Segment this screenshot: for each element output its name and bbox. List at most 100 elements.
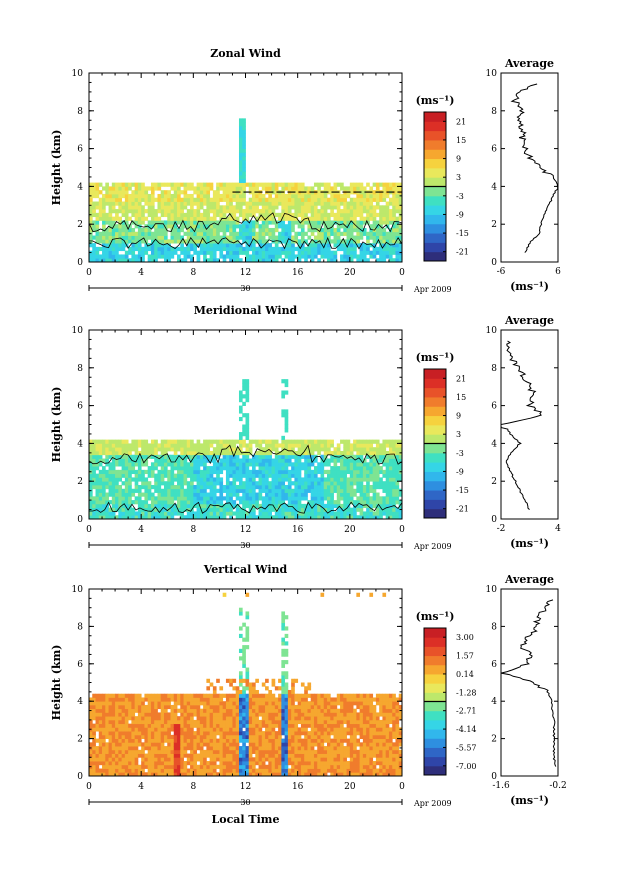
heatmap-cell xyxy=(385,462,390,467)
heatmap-cell xyxy=(392,227,396,233)
heatmap-cell xyxy=(209,243,214,248)
heatmap-cell xyxy=(89,697,93,702)
heatmap-cell xyxy=(356,443,361,448)
heatmap-cell xyxy=(134,473,139,478)
heatmap-cell xyxy=(216,757,220,762)
profile-title: Average xyxy=(504,314,554,327)
heatmap-cell xyxy=(137,749,142,754)
heatmap-cell xyxy=(111,500,116,505)
heatmap-cell xyxy=(385,469,390,475)
heatmap-cell xyxy=(98,458,103,463)
heatmap-cell xyxy=(160,515,165,520)
heatmap-cell xyxy=(134,500,139,505)
heatmap-cell xyxy=(141,764,145,769)
heatmap-cell xyxy=(177,212,181,218)
heatmap-cell xyxy=(333,186,338,191)
heatmap-cell xyxy=(222,484,227,490)
heatmap-cell xyxy=(229,466,233,471)
heatmap-cell xyxy=(196,250,201,255)
heatmap-cell xyxy=(278,450,282,456)
heatmap-cell xyxy=(395,190,400,195)
heatmap-cell xyxy=(336,473,341,478)
heatmap-cell xyxy=(163,503,168,509)
heatmap-cell xyxy=(265,466,269,471)
heatmap-cell xyxy=(108,511,113,516)
heatmap-cell xyxy=(382,447,387,452)
heatmap-cell xyxy=(353,243,357,248)
heatmap-cell xyxy=(369,484,374,490)
heatmap-cell xyxy=(229,235,233,240)
heatmap-cell xyxy=(388,488,393,493)
heatmap-cell xyxy=(392,507,396,512)
heatmap-cell xyxy=(242,141,246,146)
heatmap-cell xyxy=(219,466,224,471)
heatmap-cell xyxy=(216,481,220,486)
heatmap-cell xyxy=(121,503,126,509)
heatmap-cell xyxy=(206,231,211,236)
heatmap-cell xyxy=(183,731,188,736)
heatmap-cell xyxy=(216,697,220,702)
heatmap-cell xyxy=(115,201,119,206)
heatmap-cell xyxy=(89,511,93,516)
heatmap-cell xyxy=(356,209,361,214)
heatmap-cell xyxy=(108,258,113,263)
heatmap-cell xyxy=(180,197,184,202)
heatmap-cell xyxy=(186,481,191,486)
heatmap-cell xyxy=(150,749,155,754)
heatmap-cell xyxy=(323,227,328,233)
heatmap-cell xyxy=(333,216,338,221)
heatmap-cell xyxy=(124,443,129,448)
heatmap-cell xyxy=(108,224,113,229)
heatmap-cell xyxy=(323,209,328,214)
heatmap-cell xyxy=(163,447,168,452)
heatmap-cell xyxy=(105,742,109,747)
heatmap-cell xyxy=(98,731,103,736)
heatmap-cell xyxy=(144,450,149,456)
heatmap-cell xyxy=(196,447,201,452)
heatmap-cell xyxy=(372,454,377,459)
heatmap-cell xyxy=(173,447,178,452)
heatmap-cell xyxy=(147,515,152,520)
heatmap-cell xyxy=(190,749,194,754)
heatmap-cell xyxy=(375,186,380,191)
heatmap-cell xyxy=(379,212,383,218)
heatmap-cell xyxy=(128,716,132,721)
heatmap-cell xyxy=(121,466,126,471)
heatmap-cell xyxy=(281,250,286,255)
heatmap-cell xyxy=(369,212,374,218)
heatmap-cell xyxy=(242,152,246,157)
heatmap-cell xyxy=(382,439,387,444)
heatmap-cell xyxy=(323,447,328,452)
heatmap-cell xyxy=(167,697,171,702)
heatmap-cell xyxy=(95,500,100,505)
heatmap-cell xyxy=(385,515,390,520)
profile-frame xyxy=(500,329,559,520)
heatmap-cell xyxy=(353,462,357,467)
heatmap-cell xyxy=(134,209,139,214)
heatmap-cell xyxy=(98,454,103,459)
heatmap-cell xyxy=(265,231,269,236)
heatmap-cell xyxy=(98,749,103,754)
heatmap-cell xyxy=(392,443,396,448)
heatmap-cell xyxy=(323,231,328,236)
heatmap-cell xyxy=(327,186,331,191)
heatmap-cell xyxy=(203,212,207,218)
heatmap-cell xyxy=(147,450,152,456)
heatmap-cell xyxy=(108,212,113,218)
heatmap-cell xyxy=(144,731,149,736)
heatmap-cell xyxy=(229,764,233,769)
heatmap-cell xyxy=(167,205,171,210)
heatmap-cell xyxy=(238,205,243,210)
heatmap-cell xyxy=(115,190,119,195)
heatmap-cell xyxy=(183,246,188,252)
heatmap-cell xyxy=(108,738,113,743)
heatmap-cell xyxy=(134,488,139,493)
heatmap-cell xyxy=(274,511,279,516)
heatmap-cell xyxy=(248,503,253,509)
heatmap-cell xyxy=(349,231,354,236)
heatmap-cell xyxy=(362,231,367,236)
heatmap-cell xyxy=(102,492,106,497)
heatmap-cell xyxy=(343,246,347,252)
heatmap-cell xyxy=(388,515,393,520)
heatmap-cell xyxy=(134,746,139,751)
